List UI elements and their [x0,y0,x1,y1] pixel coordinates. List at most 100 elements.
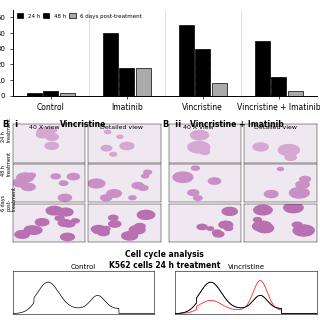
Circle shape [13,179,28,187]
Circle shape [190,131,209,140]
Text: Detailed view: Detailed view [254,125,297,130]
Bar [179,25,194,96]
Circle shape [36,132,48,138]
Circle shape [24,226,38,233]
Circle shape [21,183,35,190]
Bar [271,77,286,96]
Circle shape [300,176,310,182]
Circle shape [277,167,284,171]
Circle shape [137,210,155,219]
Bar [43,91,58,96]
Circle shape [120,142,134,149]
Circle shape [26,226,42,234]
Circle shape [296,181,309,188]
Circle shape [253,218,261,222]
Circle shape [208,178,220,184]
Circle shape [63,221,75,227]
Text: B  i: B i [3,120,18,129]
Circle shape [98,229,109,236]
Circle shape [107,190,121,197]
Circle shape [212,230,221,235]
Circle shape [58,194,71,201]
Circle shape [142,174,149,178]
Circle shape [45,142,59,149]
Text: 6 days
post-
treatment: 6 days post- treatment [1,186,17,211]
Circle shape [37,127,54,136]
Circle shape [134,223,145,229]
Circle shape [292,222,302,227]
Circle shape [143,212,155,218]
Circle shape [191,166,199,170]
Circle shape [293,225,314,236]
Circle shape [51,174,60,179]
Legend: 24 h, 48 h, 6 days post-treatment: 24 h, 48 h, 6 days post-treatment [16,12,143,20]
Circle shape [129,226,145,234]
Circle shape [222,207,237,215]
Circle shape [108,215,118,220]
Title: Control: Control [71,264,96,270]
Bar [254,41,269,96]
Circle shape [60,181,68,185]
Text: C: C [19,273,25,282]
Circle shape [197,224,207,229]
Circle shape [194,196,202,200]
Text: Cell cycle analysis
K562 cells 24 h treatment: Cell cycle analysis K562 cells 24 h trea… [109,250,220,270]
Circle shape [58,208,73,216]
Bar [212,83,227,96]
Circle shape [100,195,112,201]
Circle shape [105,130,111,133]
Bar [288,91,303,96]
Circle shape [46,206,62,215]
Circle shape [254,205,272,215]
Circle shape [35,219,49,226]
Circle shape [110,152,117,156]
Circle shape [224,226,233,230]
Circle shape [55,216,64,220]
Circle shape [88,179,105,188]
Circle shape [285,155,296,160]
Circle shape [284,203,303,213]
Circle shape [253,143,268,151]
Circle shape [92,226,106,233]
Circle shape [289,188,309,198]
Text: 24 h
treatment: 24 h treatment [1,117,12,142]
Circle shape [173,172,193,182]
Circle shape [94,230,100,233]
Circle shape [71,219,79,223]
Circle shape [256,224,274,233]
Circle shape [200,149,210,154]
Circle shape [50,129,56,132]
Circle shape [58,220,71,227]
Circle shape [132,182,144,188]
Text: 48 h
treatment: 48 h treatment [1,151,12,176]
Circle shape [28,173,36,177]
Text: Vincristine + Imatinib: Vincristine + Imatinib [190,120,284,129]
Circle shape [15,231,29,238]
Title: Vincristine: Vincristine [228,264,265,270]
Circle shape [144,170,152,174]
Circle shape [219,221,233,228]
Circle shape [122,232,138,240]
Bar [119,68,134,96]
Circle shape [213,231,224,237]
Circle shape [129,196,136,200]
Circle shape [252,221,272,231]
Circle shape [188,190,199,196]
Circle shape [207,227,213,230]
Text: B  ii: B ii [163,120,181,129]
Circle shape [101,227,110,231]
Circle shape [101,146,112,151]
Bar [103,33,118,96]
Circle shape [60,233,75,241]
Circle shape [117,135,123,138]
Circle shape [188,141,210,153]
Circle shape [278,145,299,156]
Circle shape [108,221,121,227]
Bar [195,49,210,96]
Text: Vincristine: Vincristine [60,120,106,129]
Circle shape [68,173,79,180]
Text: Detailed view: Detailed view [100,125,143,130]
Bar [27,92,42,96]
Text: 40 X view: 40 X view [29,125,60,130]
Circle shape [17,173,34,182]
